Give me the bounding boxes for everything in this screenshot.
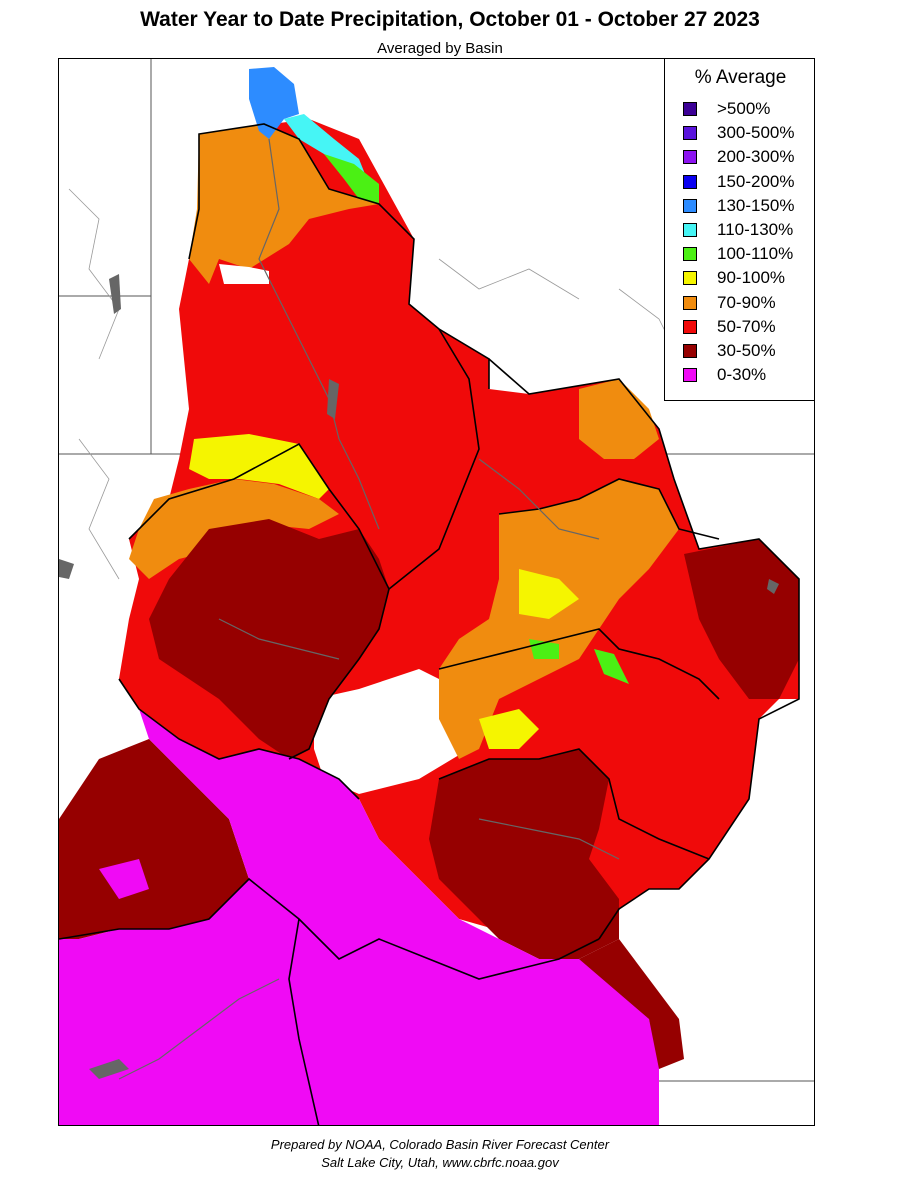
region-90-100-west [189,434,329,499]
region-90-100-south [479,709,539,749]
region-30-50-southwest [59,739,249,939]
region-130-150 [249,67,299,139]
legend-item: 150-200% [683,172,813,194]
legend-label: 70-90% [717,292,776,312]
legend-label: >500% [717,99,771,118]
region-90-100-central [519,569,579,619]
region-30-50-south [429,749,619,959]
map-title: Water Year to Date Precipitation, Octobe… [140,8,760,31]
legend-item: >500% [683,99,813,121]
region-0-30-patch [99,859,149,899]
legend-item: 0-30% [683,365,813,387]
legend-item: 100-110% [683,244,813,266]
legend-label: 30-50% [717,341,776,360]
legend-swatch [683,368,697,383]
legend-label: 300-500% [717,123,795,143]
footer-credit: Prepared by NOAA, Colorado Basin River F… [270,1137,610,1152]
region-30-50-southeast [579,939,684,1069]
map-subtitle: Averaged by Basin [377,40,503,57]
region-100-110-b [594,649,629,684]
legend-swatch [683,295,697,310]
legend-label: 200-300% [717,147,795,167]
legend-swatch [683,150,697,165]
map-canvas [59,59,814,1125]
region-30-50-east [684,539,799,699]
legend-label: 110-130% [717,220,794,239]
footer-location: Salt Lake City, Utah, www.cbrfc.noaa.gov [321,1155,559,1170]
legend-item: 50-70% [683,317,813,339]
legend-swatch [683,247,697,262]
legend-item: 130-150% [683,196,813,218]
legend-label: 100-110% [717,244,794,264]
legend: % Average >500% 300-500% 200-300% 150-200% 1… [664,58,815,401]
legend-swatch [683,223,697,237]
legend-item: 30-50% [683,341,813,363]
basin-outlines [59,123,800,1125]
legend-item: 300-500% [683,123,813,145]
legend-swatch [683,271,697,286]
region-east-orange [439,479,679,759]
legend-item: 200-300% [683,147,813,169]
legend-label: 50-70% [717,316,776,336]
legend-label: 130-150% [717,195,795,215]
region-100-110 [324,154,379,204]
legend-swatch [683,126,697,141]
legend-label: 0-30% [717,365,767,385]
legend-item: 90-100% [683,268,813,290]
lakes [59,274,779,1079]
legend-swatch [683,344,697,358]
legend-swatch [683,319,697,334]
legend-label: 150-200% [717,171,795,191]
legend-title: % Average [694,67,787,88]
legend-swatch [683,198,697,213]
region-east-orange-2 [579,379,659,459]
legend-swatch [683,102,697,116]
legend-item: 70-90% [683,293,813,315]
legend-item: 110-130% [683,220,813,242]
no-data-north [219,264,269,284]
no-data-center [314,669,469,794]
region-north-orange [189,124,379,284]
legend-swatch [683,174,697,189]
legend-label: 90-100% [717,268,786,288]
